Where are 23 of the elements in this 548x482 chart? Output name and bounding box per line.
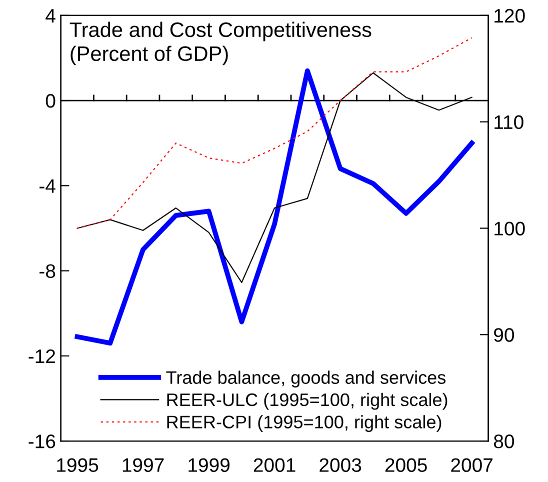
x-tick-label: 2001 [254, 458, 296, 472]
text: Trade and Cost Competitiveness (Percent of GDP) [70, 22, 372, 66]
line-series [74, 68, 474, 346]
legend-label: REER-CPI (1995=100, right scale) [167, 415, 442, 432]
y-tick-label: -8 [40, 264, 56, 278]
x-tick-label: 1997 [122, 458, 164, 472]
y2-tick-label: 120 [494, 8, 525, 23]
legend-label: Trade balance, goods and services [166, 370, 446, 388]
y2-tick-label: 100 [494, 222, 525, 236]
x-tick-label: 1995 [57, 458, 98, 472]
y2-tick-label: 90 [494, 328, 514, 342]
x-tick-label: 1999 [188, 458, 230, 472]
legend-label: REER-ULC (1995=100, right scale) [167, 392, 448, 410]
y-tick-label: 0 [46, 94, 56, 108]
x-tick-label: 2005 [385, 458, 427, 472]
y2-tick-label: 80 [494, 434, 514, 448]
y-tick-label: -12 [28, 349, 55, 363]
y-tick-label: -4 [40, 179, 56, 193]
x-tick-label: 2003 [320, 458, 362, 472]
y2-tick-label: 110 [494, 115, 524, 130]
x-tick-label: 2007 [451, 458, 492, 472]
y-tick-label: 4 [46, 9, 56, 22]
y-tick-label: -16 [28, 434, 56, 448]
